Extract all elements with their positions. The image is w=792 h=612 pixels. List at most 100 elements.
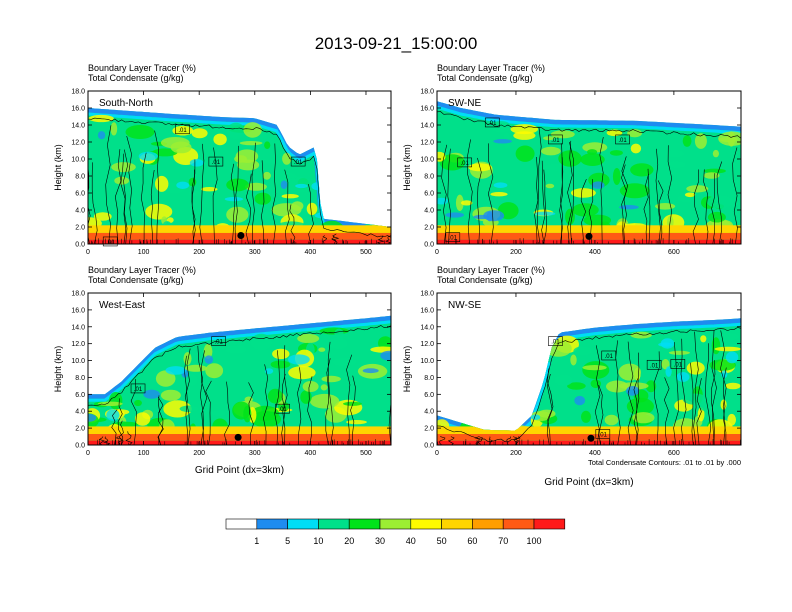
contour-label-text: .01: [278, 407, 287, 413]
tracer-field: [88, 108, 391, 244]
contour-label: .01: [130, 383, 146, 394]
y-tick-label: 8.0: [424, 375, 434, 382]
contour-label: .01: [102, 236, 118, 247]
subtitle-tracer: Boundary Layer Tracer (%): [437, 265, 545, 275]
y-tick-label: 8.0: [75, 375, 85, 382]
contour-label: .01: [484, 117, 500, 128]
y-tick-label: 6.0: [424, 392, 434, 399]
contour-label-text: .01: [605, 354, 614, 360]
contour-label: .01: [670, 359, 686, 369]
colorbar-swatch: [441, 518, 473, 530]
contour-label-text: .01: [106, 240, 115, 246]
colorbar-label: 50: [437, 536, 447, 546]
y-tick-label: 0.0: [424, 242, 434, 249]
x-tick-label: 200: [510, 450, 522, 457]
panel-label: SW-NE: [448, 98, 481, 109]
figure-title: 2013-09-21_15:00:00: [315, 34, 478, 53]
y-axis-label: Height (km): [402, 346, 412, 393]
colorbar-swatch: [225, 518, 258, 530]
colorbar-label: 10: [313, 536, 323, 546]
contour-label: .01: [275, 403, 290, 414]
contour-label: .01: [445, 232, 461, 242]
subtitle-condensate: Total Condensate (g/kg): [88, 73, 184, 83]
colorbar-swatch: [348, 518, 381, 530]
y-tick-label: 16.0: [420, 106, 434, 113]
tracer-field: [88, 315, 391, 445]
y-tick-label: 14.0: [420, 123, 434, 130]
location-marker: [237, 232, 245, 239]
contour-label: .01: [175, 124, 190, 135]
y-tick-label: 10.0: [71, 358, 85, 365]
y-tick-label: 10.0: [71, 157, 85, 164]
x-tick-label: 100: [138, 450, 150, 457]
y-tick-label: 12.0: [71, 140, 85, 147]
colorbar-swatch: [379, 518, 412, 530]
subtitle-tracer: Boundary Layer Tracer (%): [88, 63, 196, 73]
y-tick-label: 4.0: [424, 208, 434, 215]
x-tick-label: 0: [435, 450, 439, 457]
y-tick-label: 18.0: [420, 291, 434, 298]
y-tick-label: 0.0: [75, 242, 85, 249]
colorbar-swatch: [318, 518, 350, 530]
y-axis-label: Height (km): [402, 144, 412, 191]
y-tick-label: 0.0: [424, 443, 434, 450]
x-tick-label: 100: [138, 249, 150, 256]
contour-label-text: .01: [618, 138, 627, 144]
x-tick-label: 500: [360, 249, 372, 256]
y-tick-label: 6.0: [75, 392, 85, 399]
contour-label: .01: [595, 429, 611, 439]
x-tick-label: 200: [193, 450, 205, 457]
colorbar-label: 40: [406, 536, 416, 546]
y-tick-label: 16.0: [71, 106, 85, 113]
contour-label-text: .01: [650, 363, 659, 369]
x-tick-label: 500: [360, 450, 372, 457]
plot-frame: [87, 90, 392, 245]
contour-label-text: .01: [449, 236, 458, 242]
y-tick-label: 14.0: [71, 123, 85, 130]
plot-frame: [87, 292, 392, 446]
colorbar-label: 1: [254, 536, 259, 546]
contour-label: .01: [548, 336, 563, 346]
contour-label-text: .01: [294, 160, 303, 166]
x-tick-label: 200: [193, 249, 205, 256]
y-tick-label: 6.0: [424, 191, 434, 198]
x-tick-label: 400: [305, 450, 317, 457]
contour-label: .01: [208, 156, 224, 167]
y-tick-label: 10.0: [420, 157, 434, 164]
contour-label-text: .01: [488, 121, 497, 127]
contour-label-text: .01: [178, 128, 187, 134]
contour-label: .01: [615, 134, 630, 145]
colorbar-label: 70: [498, 536, 508, 546]
contour-label-text: .01: [599, 433, 608, 439]
y-tick-label: 18.0: [420, 89, 434, 96]
y-tick-label: 10.0: [420, 358, 434, 365]
y-tick-label: 0.0: [75, 443, 85, 450]
x-tick-label: 400: [305, 249, 317, 256]
contour-label: .01: [290, 156, 306, 167]
x-axis-label: Grid Point (dx=3km): [544, 477, 633, 488]
contour-label: .01: [457, 157, 472, 168]
plot-frame: [436, 90, 742, 245]
tracer-field: [437, 101, 741, 244]
colorbar-label: 30: [375, 536, 385, 546]
x-tick-label: 600: [668, 450, 680, 457]
contour-label-text: .01: [460, 161, 469, 167]
subtitle-condensate: Total Condensate (g/kg): [88, 275, 184, 285]
contour-label-text: .01: [212, 160, 221, 166]
location-marker: [234, 433, 242, 441]
y-tick-label: 4.0: [424, 409, 434, 416]
contour-label: .01: [601, 350, 617, 361]
colorbar-swatch: [502, 518, 535, 530]
panel-sw-ne: .01 .01 .01 .01 .01 SW-NE Boundary Layer Trace…: [402, 63, 742, 256]
contour-label-text: .01: [674, 362, 683, 368]
x-tick-label: 600: [668, 249, 680, 256]
contour-label: .01: [211, 336, 226, 346]
x-tick-label: 400: [589, 249, 601, 256]
panel-label: South-North: [99, 98, 153, 109]
x-tick-label: 0: [86, 249, 90, 256]
subtitle-tracer: Boundary Layer Tracer (%): [88, 265, 196, 275]
subtitle-tracer: Boundary Layer Tracer (%): [437, 63, 545, 73]
colorbar-label: 60: [467, 536, 477, 546]
contour-label: .01: [548, 134, 563, 145]
colorbar: 1 5 10 20 30 40 50 60 70 100: [225, 518, 566, 546]
